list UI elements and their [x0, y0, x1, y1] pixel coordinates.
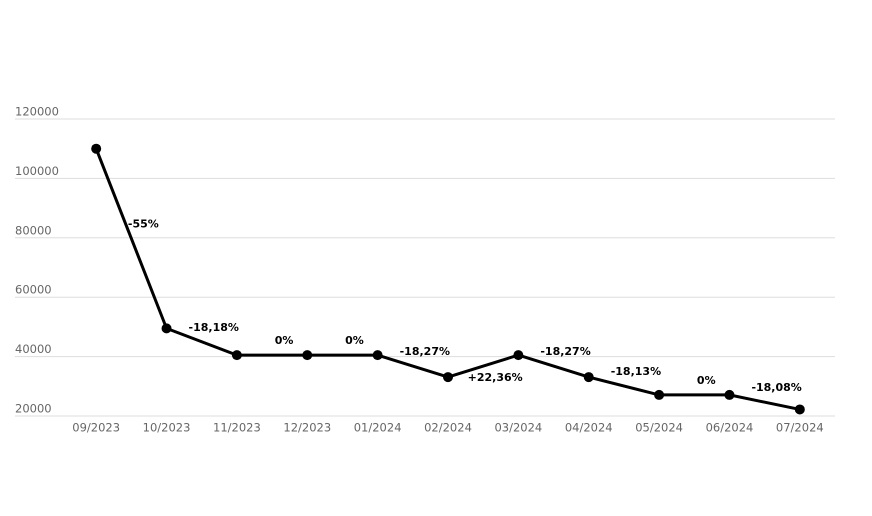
change-label: -18,27% [540, 345, 590, 358]
change-label: 0% [345, 334, 364, 347]
x-tick-label: 07/2024 [776, 421, 824, 435]
x-tick-label: 11/2023 [213, 421, 261, 435]
y-tick-label: 20000 [15, 402, 52, 416]
y-tick-label: 40000 [15, 342, 52, 356]
point [724, 389, 735, 400]
point [302, 350, 313, 361]
x-tick-label: 10/2023 [143, 421, 191, 435]
change-label: 0% [697, 374, 716, 387]
point [91, 143, 102, 154]
x-tick-label: 04/2024 [565, 421, 613, 435]
point [513, 350, 524, 361]
change-label: -18,08% [751, 381, 801, 394]
y-tick-label: 60000 [15, 283, 52, 297]
y-tick-label: 100000 [15, 164, 59, 178]
x-tick-label: 05/2024 [635, 421, 683, 435]
change-label: +22,36% [468, 371, 523, 384]
change-label: -18,13% [611, 365, 661, 378]
x-tick-label: 09/2023 [72, 421, 120, 435]
change-label: -55% [128, 218, 159, 231]
x-tick-label: 06/2024 [706, 421, 754, 435]
line [94, 148, 801, 411]
point [794, 404, 805, 415]
x-tick-label: 12/2023 [283, 421, 331, 435]
point [161, 323, 172, 334]
point [231, 350, 242, 361]
change-label: 0% [275, 334, 294, 347]
point [443, 372, 453, 383]
x-tick-label: 03/2024 [494, 421, 542, 435]
point [654, 389, 665, 400]
y-tick-label: 80000 [15, 223, 52, 237]
y-tick-label: 120000 [15, 105, 59, 119]
change-label: -18,27% [400, 345, 450, 358]
point [583, 372, 594, 383]
x-tick-label: 01/2024 [354, 421, 402, 435]
change-label: -18,18% [189, 321, 239, 334]
x-tick-label: 02/2024 [424, 421, 472, 435]
point [372, 350, 383, 361]
